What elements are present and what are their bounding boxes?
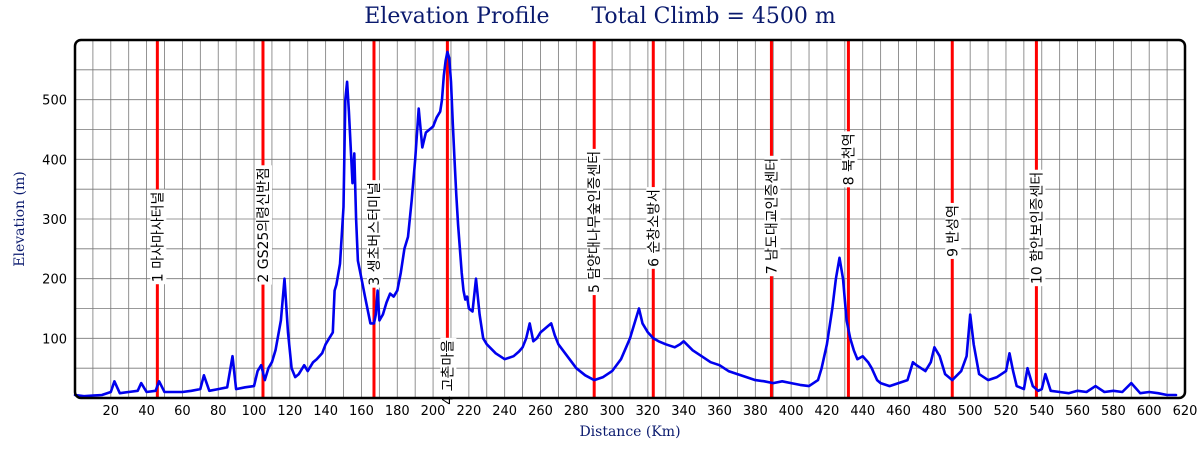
x-tick-label: 140 xyxy=(313,404,338,419)
waypoint-label-group: 5 담양대나무숲인증센터 xyxy=(587,148,604,296)
waypoint-label: 1 마사마사터널 xyxy=(150,192,166,283)
waypoint-label: 8 북천역 xyxy=(841,133,857,185)
x-tick-label: 620 xyxy=(1173,404,1198,419)
waypoint-label: 5 담양대나무숲인증센터 xyxy=(587,151,603,293)
x-tick-label: 280 xyxy=(564,404,589,419)
x-tick-label: 220 xyxy=(456,404,481,419)
grid-lines xyxy=(75,40,1185,398)
x-tick-label: 240 xyxy=(492,404,517,419)
x-tick-label: 440 xyxy=(850,404,875,419)
x-tick-label: 600 xyxy=(1137,404,1162,419)
x-tick-label: 480 xyxy=(922,404,947,419)
waypoint-label-background xyxy=(841,131,858,188)
y-tick-label: 200 xyxy=(42,273,67,288)
elevation-line xyxy=(73,50,1178,398)
waypoint-label-group: 1 마사마사터널 xyxy=(150,189,167,285)
x-tick-label: 160 xyxy=(349,404,374,419)
x-tick-label: 340 xyxy=(671,404,696,419)
waypoint-label-background xyxy=(945,202,962,259)
waypoint-label: 10 함안보인증센터 xyxy=(1029,172,1045,284)
y-tick-label: 400 xyxy=(42,153,67,168)
waypoint-label: 9 반성역 xyxy=(945,205,961,257)
waypoint-label-group: 4 고촌마을 xyxy=(440,337,457,407)
y-tick-label: 500 xyxy=(42,94,67,109)
x-tick-label: 300 xyxy=(600,404,625,419)
plot-frame xyxy=(73,38,1187,400)
y-tick-label: 100 xyxy=(42,332,67,347)
y-tick-label: 300 xyxy=(42,213,67,228)
x-tick-label: 200 xyxy=(421,404,446,419)
waypoint-label-background xyxy=(150,189,167,285)
waypoint-label-group: 10 함안보인증센터 xyxy=(1029,169,1046,287)
waypoint-label-group: 7 남도대교인증센터 xyxy=(764,155,781,277)
x-tick-label: 40 xyxy=(138,404,155,419)
x-tick-label: 60 xyxy=(174,404,191,419)
waypoint-label-group: 3 생초버스터미널 xyxy=(366,180,383,288)
waypoint-label-background xyxy=(366,180,383,288)
waypoint-label-background xyxy=(1029,169,1046,287)
x-tick-label: 520 xyxy=(994,404,1019,419)
waypoint-label: 6 순창소방서 xyxy=(646,189,662,267)
x-tick-label: 400 xyxy=(779,404,804,419)
waypoint-label: 4 고촌마을 xyxy=(440,340,456,405)
elevation-series xyxy=(73,50,1178,398)
x-axis-label: Distance (Km) xyxy=(579,424,680,440)
axis-ticks: 20 40 60 80 100 120 140 160 180 200 220 240 260 280 30… xyxy=(42,94,1197,419)
waypoint-label: 3 생초버스터미널 xyxy=(367,182,383,286)
waypoint-label-background xyxy=(587,148,604,296)
x-tick-label: 560 xyxy=(1065,404,1090,419)
x-tick-label: 80 xyxy=(210,404,227,419)
x-tick-label: 100 xyxy=(242,404,267,419)
waypoint-markers: 1 마사마사터널 2 GS25의령신반점 3 생초버스터미널 4 고촌마을 5 담양대나… xyxy=(150,40,1046,407)
x-tick-label: 580 xyxy=(1101,404,1126,419)
waypoint-label: 2 GS25의령신반점 xyxy=(256,167,272,282)
waypoint-label-group: 6 순창소방서 xyxy=(646,187,663,269)
waypoint-label-background xyxy=(646,187,663,269)
x-tick-label: 500 xyxy=(958,404,983,419)
waypoint-label-group: 9 반성역 xyxy=(945,202,962,259)
x-tick-label: 540 xyxy=(1029,404,1054,419)
x-tick-label: 120 xyxy=(277,404,302,419)
waypoint-label-background xyxy=(440,337,457,407)
waypoint-label-background xyxy=(764,155,781,277)
x-tick-label: 180 xyxy=(385,404,410,419)
x-tick-label: 420 xyxy=(815,404,840,419)
chart-title: Elevation Profile Total Climb = 4500 m xyxy=(364,4,836,29)
waypoint-label: 7 남도대교인증센터 xyxy=(764,158,780,274)
waypoint-label-background xyxy=(255,165,272,285)
x-tick-label: 260 xyxy=(528,404,553,419)
waypoint-label-group: 8 북천역 xyxy=(841,131,858,188)
x-tick-label: 360 xyxy=(707,404,732,419)
x-tick-label: 20 xyxy=(103,404,120,419)
x-tick-label: 460 xyxy=(886,404,911,419)
x-tick-label: 380 xyxy=(743,404,768,419)
waypoint-label-group: 2 GS25의령신반점 xyxy=(255,165,272,285)
y-axis-label: Elevation (m) xyxy=(12,171,28,266)
x-tick-label: 320 xyxy=(635,404,660,419)
